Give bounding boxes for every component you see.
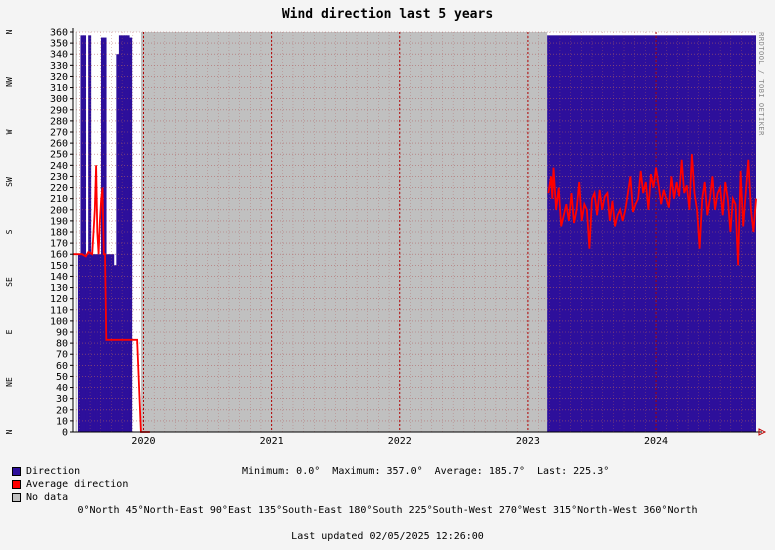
y-tick-label: 360 <box>50 28 68 39</box>
direction-bar-block <box>547 35 756 432</box>
y-tick-label: 20 <box>56 405 68 416</box>
compass-tick-label: N <box>5 29 14 34</box>
y-tick-label: 340 <box>50 50 68 61</box>
y-tick-label: 40 <box>56 383 68 394</box>
y-tick-label: 120 <box>50 294 68 305</box>
y-tick-label: 260 <box>50 139 68 150</box>
y-tick-label: 240 <box>50 161 68 172</box>
compass-tick-label: SE <box>5 277 14 287</box>
y-tick-label: 320 <box>50 72 68 83</box>
y-tick-label: 110 <box>50 305 68 316</box>
direction-bar <box>113 265 117 432</box>
chart-title: Wind direction last 5 years <box>281 7 494 22</box>
legend-swatch-average <box>12 480 21 489</box>
y-tick-label: 80 <box>56 339 68 350</box>
direction-bar <box>98 254 102 432</box>
direction-bar <box>90 254 94 432</box>
y-tick-label: 150 <box>50 261 68 272</box>
compass-tick-label: NW <box>5 77 14 87</box>
y-tick-label: 290 <box>50 105 68 116</box>
average-direction-line <box>73 154 757 433</box>
direction-bar <box>129 37 133 433</box>
y-tick-label: 300 <box>50 94 68 105</box>
direction-bar <box>124 35 128 432</box>
y-tick-label: 230 <box>50 172 68 183</box>
y-tick-label: 140 <box>50 272 68 283</box>
legend-item-average: Average direction <box>12 478 128 491</box>
direction-bar <box>121 35 125 432</box>
direction-bar <box>80 35 84 432</box>
y-tick-label: 10 <box>56 416 68 427</box>
legend-swatch-no-data <box>12 493 21 502</box>
compass-tick-label: SW <box>5 177 14 187</box>
legend-label-average: Average direction <box>26 479 129 490</box>
y-tick-label: 70 <box>56 350 68 361</box>
compass-legend: 0°North 45°North-East 90°East 135°South-… <box>77 505 698 516</box>
y-tick-label: 0 <box>62 428 68 439</box>
x-tick-label: 2024 <box>644 436 668 447</box>
direction-bar <box>88 35 92 432</box>
x-axis-arrow <box>758 428 767 436</box>
y-tick-label: 310 <box>50 83 68 94</box>
x-tick-label: 2022 <box>388 436 412 447</box>
direction-bar <box>116 54 120 432</box>
compass-tick-label: W <box>5 129 14 134</box>
direction-bar <box>103 37 107 433</box>
y-tick-label: 200 <box>50 205 68 216</box>
y-tick-label: 350 <box>50 39 68 50</box>
compass-tick-label: N <box>5 429 14 434</box>
y-tick-label: 30 <box>56 394 68 405</box>
y-tick-label: 90 <box>56 328 68 339</box>
legend-item-no-data: No data <box>12 491 128 504</box>
stats-summary: Minimum: 0.0° Maximum: 357.0° Average: 1… <box>242 466 610 477</box>
compass-tick-label: NE <box>5 377 14 387</box>
direction-bar <box>126 35 130 432</box>
y-tick-label: 210 <box>50 194 68 205</box>
y-tick-label: 270 <box>50 128 68 139</box>
x-tick-label: 2023 <box>516 436 540 447</box>
y-tick-label: 100 <box>50 316 68 327</box>
y-tick-label: 250 <box>50 150 68 161</box>
direction-bar <box>100 37 104 433</box>
y-tick-label: 50 <box>56 372 68 383</box>
x-tick-label: 2020 <box>131 436 155 447</box>
direction-bar <box>83 35 87 432</box>
last-updated: Last updated 02/05/2025 12:26:00 <box>291 531 484 542</box>
x-tick-label: 2021 <box>260 436 284 447</box>
compass-tick-label: E <box>5 329 14 334</box>
direction-bar <box>118 35 122 432</box>
legend-label-direction: Direction <box>26 466 81 477</box>
direction-bar <box>106 254 110 432</box>
direction-bar <box>85 254 89 432</box>
no-data-region <box>140 32 548 432</box>
y-tick-label: 220 <box>50 183 68 194</box>
y-tick-label: 280 <box>50 116 68 127</box>
legend-item-direction: Direction <box>12 465 128 478</box>
compass-tick-label: S <box>5 229 14 234</box>
legend-label-no-data: No data <box>26 492 69 503</box>
y-tick-label: 170 <box>50 239 68 250</box>
y-tick-label: 160 <box>50 250 68 261</box>
legend: Direction Average direction No data <box>12 465 128 504</box>
legend-swatch-direction <box>12 467 21 476</box>
y-tick-label: 180 <box>50 228 68 239</box>
y-tick-label: 60 <box>56 361 68 372</box>
y-tick-label: 330 <box>50 61 68 72</box>
y-tick-label: 130 <box>50 283 68 294</box>
y-tick-label: 190 <box>50 216 68 227</box>
direction-bar <box>108 254 112 432</box>
